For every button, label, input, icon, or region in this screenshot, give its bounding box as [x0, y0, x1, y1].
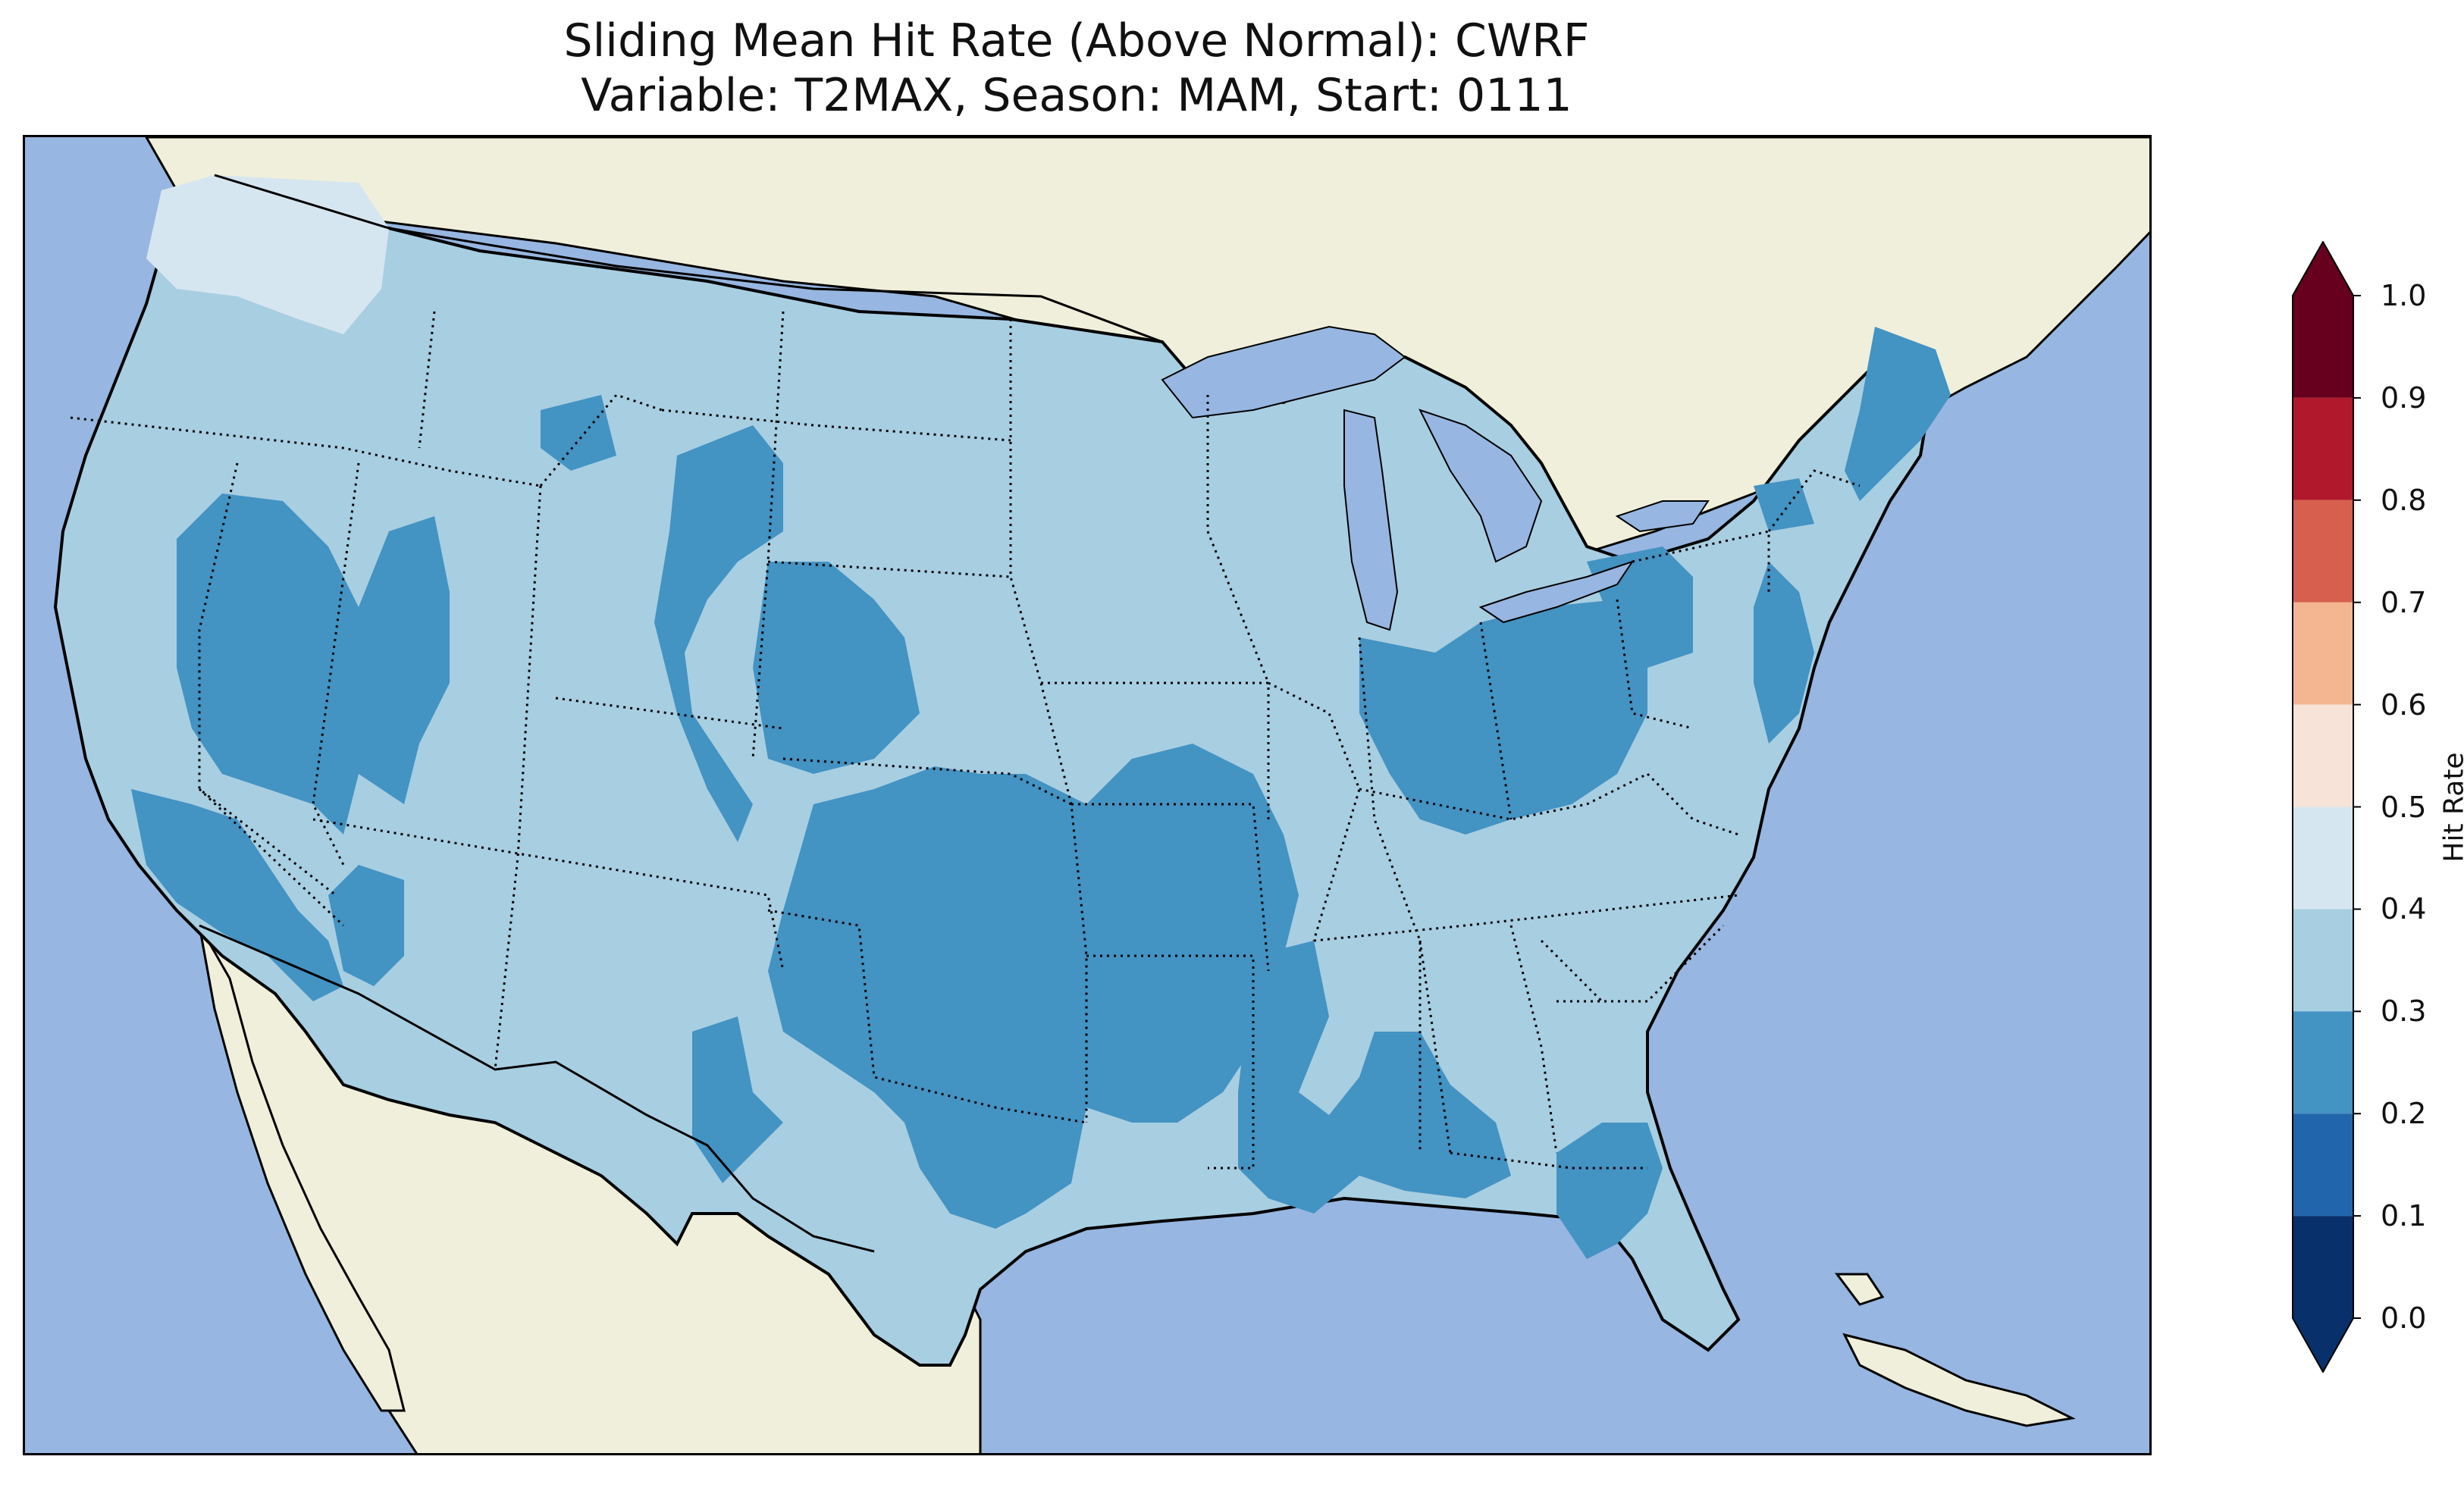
colorbar-tick-label: 0.5	[2381, 790, 2427, 824]
southern-california-0.2-0.3	[131, 789, 343, 1001]
map-canvas	[25, 137, 2149, 1453]
baja-peninsula	[198, 925, 406, 1412]
great-basin-0.2-0.3	[177, 493, 450, 835]
colorbar-segment	[2293, 1011, 2353, 1114]
nebraska-0.2-0.3	[753, 562, 920, 774]
lake-michigan	[1343, 409, 1399, 631]
new-jersey-0.2-0.3	[1754, 562, 1814, 744]
colorbar-segment	[2293, 1216, 2353, 1373]
wyoming-0.2-0.3	[654, 425, 783, 842]
colorbar-tick-label: 0.8	[2381, 483, 2427, 517]
lake-superior	[1161, 325, 1406, 419]
colorbar-tick-label: 0.3	[2381, 994, 2427, 1029]
lake-erie	[1478, 560, 1635, 624]
colorbar-segment	[2293, 241, 2353, 398]
ohio-valley-0.2-0.3	[1359, 600, 1647, 835]
colorbar-segment	[2293, 397, 2353, 500]
state-borders	[70, 311, 1861, 1170]
colorbar-tick-label: 1.0	[2381, 279, 2427, 312]
southeast-georgia-0.2-0.3	[1556, 1123, 1663, 1259]
colorbar-tick-label: 0.9	[2381, 381, 2427, 415]
montana-south-0.2-0.3	[541, 395, 616, 471]
colorbar-tick-label: 0.2	[2381, 1097, 2427, 1131]
colorbar-label: Hit Rate	[2438, 752, 2464, 863]
new-england-0.2-0.3	[1845, 327, 1951, 501]
colorbar-tick-label: 0.4	[2381, 892, 2427, 926]
colorbar-tick-label: 0.1	[2381, 1199, 2427, 1233]
colorbar-tick-label: 0.7	[2381, 585, 2427, 619]
colorbar-segment	[2293, 909, 2353, 1012]
lake-ontario	[1615, 500, 1710, 533]
colorbar-segment	[2293, 602, 2353, 705]
us-mexico-border	[199, 924, 875, 1253]
chart-title-line-2: Variable: T2MAX, Season: MAM, Start: 011…	[581, 69, 1572, 122]
colorbar-segment	[2293, 807, 2353, 910]
colorbar-segment	[2293, 704, 2353, 807]
cuba-island	[1842, 1333, 2076, 1427]
lower-mississippi-0.2-0.3	[1238, 941, 1511, 1214]
chart-title-line-1: Sliding Mean Hit Rate (Above Normal): CW…	[563, 14, 1590, 67]
us-canada-border	[214, 174, 1163, 343]
colorbar-segment	[2293, 1113, 2353, 1217]
bahamas-island	[1835, 1273, 1885, 1306]
colorbar-tick-label: 0.0	[2381, 1301, 2427, 1335]
map-panel	[23, 135, 2152, 1455]
colorbar-segment	[2293, 500, 2353, 603]
colorbar-tick-label: 0.6	[2381, 687, 2427, 722]
southern-plains-0.2-0.3	[768, 744, 1299, 1229]
nevada-arizona-border-0.2-0.3	[328, 865, 404, 986]
lake-huron	[1419, 409, 1543, 563]
pacific-northwest-0.4-0.5	[146, 175, 389, 334]
west-texas-0.2-0.3	[692, 1016, 783, 1183]
colorbar	[2292, 241, 2361, 1373]
